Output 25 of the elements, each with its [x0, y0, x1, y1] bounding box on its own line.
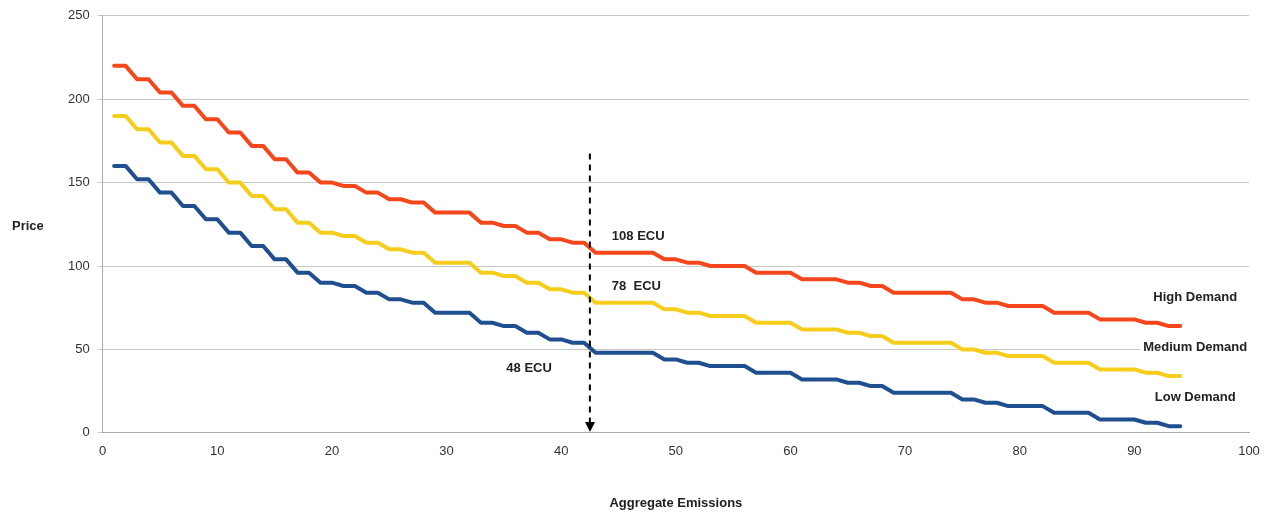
x-tick-label: 40: [553, 443, 569, 459]
x-tick-label: 100: [1238, 443, 1260, 459]
x-tick-label: 60: [783, 443, 798, 459]
annotation: 108 ECU: [611, 228, 665, 244]
annotation: 78 ECU: [611, 278, 662, 294]
x-tick-label: 30: [439, 443, 454, 459]
x-tick-label: 50: [668, 443, 684, 459]
y-tick-label: 200: [67, 90, 90, 106]
y-tick-label: 150: [67, 174, 90, 190]
x-tick-label: 20: [324, 443, 340, 459]
annotation: 48 ECU: [506, 360, 552, 376]
x-tick-label: 10: [210, 443, 225, 459]
y-tick-label: 100: [67, 257, 90, 273]
x-tick-label: 80: [1012, 443, 1027, 459]
y-tick-label: 50: [75, 340, 90, 356]
series-label: Low Demand: [1154, 388, 1236, 404]
x-tick-label: 90: [1127, 443, 1142, 459]
x-axis-title: Aggregate Emissions: [609, 494, 743, 510]
y-tick-label: 0: [82, 424, 90, 440]
series-label: High Demand: [1153, 288, 1238, 304]
x-tick-label: 70: [897, 443, 913, 459]
series-label: Medium Demand: [1143, 338, 1248, 354]
x-tick-label: 0: [99, 443, 107, 459]
y-tick-label: 250: [67, 7, 90, 23]
y-axis-title: Price: [12, 217, 44, 233]
